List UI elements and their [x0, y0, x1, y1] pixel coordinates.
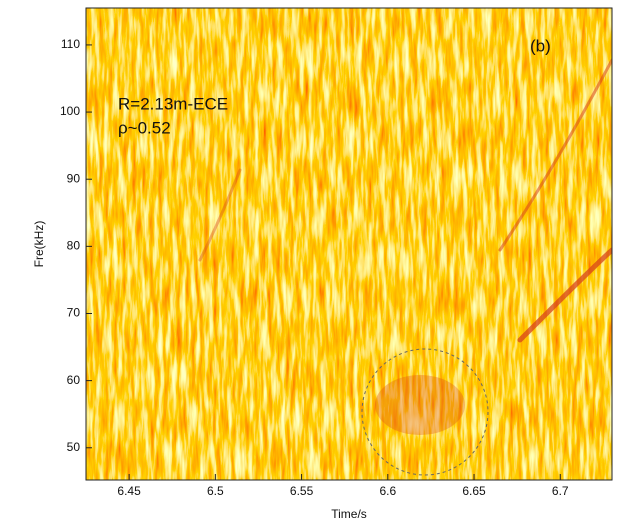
- x-axis-label: Time/s: [331, 507, 367, 521]
- x-tick-label: 6.55: [290, 484, 314, 498]
- annotation: R=2.13m-ECE: [118, 94, 228, 113]
- annotation: (b): [530, 36, 551, 55]
- y-tick-label: 110: [61, 37, 80, 51]
- y-tick-label: 80: [67, 239, 81, 253]
- spectrogram-image: [86, 8, 612, 480]
- y-tick-label: 90: [67, 171, 81, 185]
- highlight-circle: [361, 348, 489, 476]
- y-tick-label: 100: [60, 104, 80, 118]
- x-tick-label: 6.45: [117, 484, 141, 498]
- annotation: ρ~0.52: [118, 118, 171, 137]
- x-tick-label: 6.65: [462, 484, 486, 498]
- y-tick-label: 70: [67, 306, 81, 320]
- plot-frame: [85, 7, 613, 481]
- x-tick-label: 6.7: [552, 484, 569, 498]
- y-tick-label: 60: [67, 373, 81, 387]
- y-tick-label: 50: [67, 440, 81, 454]
- x-tick-label: 6.6: [379, 484, 396, 498]
- y-axis-label: Fre(kHz): [32, 221, 46, 268]
- x-tick-label: 6.5: [207, 484, 224, 498]
- spectral-features: [198, 58, 612, 435]
